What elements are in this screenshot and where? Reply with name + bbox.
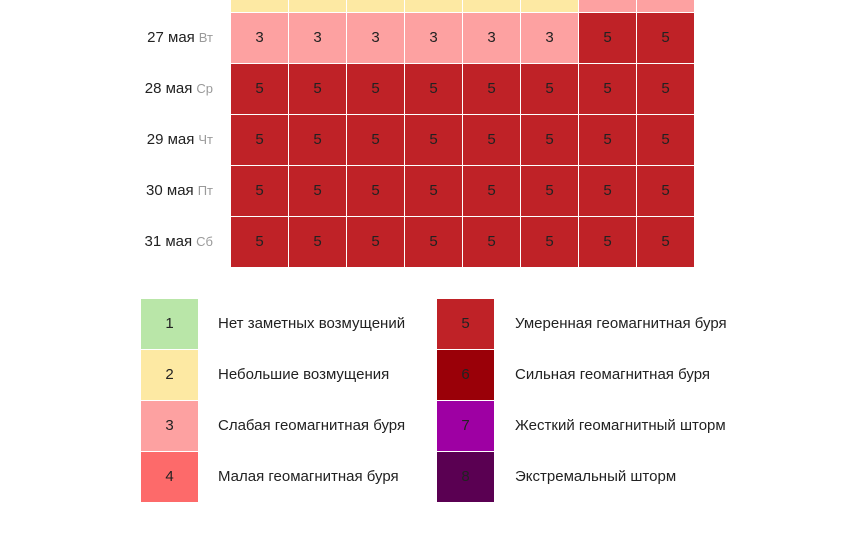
kp-cell: 5 bbox=[405, 166, 462, 216]
row-date: 29 мая Чт bbox=[0, 115, 213, 165]
legend-label: Слабая геомагнитная буря bbox=[218, 417, 406, 434]
legend-label: Нет заметных возмущений bbox=[218, 315, 406, 332]
kp-cell: 5 bbox=[289, 64, 346, 114]
kp-cell: 5 bbox=[289, 166, 346, 216]
kp-cell: 3 bbox=[231, 13, 288, 63]
weekday-label: Пт bbox=[197, 183, 213, 198]
kp-cell bbox=[579, 0, 636, 12]
kp-cell: 5 bbox=[405, 64, 462, 114]
legend-swatch: 6 bbox=[437, 350, 494, 400]
date-label: 28 мая bbox=[144, 80, 193, 97]
kp-cell bbox=[463, 0, 520, 12]
kp-cell: 5 bbox=[347, 217, 404, 267]
kp-cell: 5 bbox=[579, 217, 636, 267]
kp-cell: 5 bbox=[637, 64, 694, 114]
kp-cell: 5 bbox=[231, 64, 288, 114]
kp-cell: 5 bbox=[579, 166, 636, 216]
kp-cell bbox=[231, 0, 288, 12]
kp-cell: 5 bbox=[637, 166, 694, 216]
kp-cell: 5 bbox=[347, 64, 404, 114]
weekday-label: Ср bbox=[196, 81, 213, 96]
row-date: 28 мая Ср bbox=[0, 64, 213, 114]
kp-cell: 3 bbox=[521, 13, 578, 63]
kp-cell: 5 bbox=[521, 64, 578, 114]
row-date: 27 мая Вт bbox=[0, 13, 213, 63]
legend-swatch: 2 bbox=[141, 350, 198, 400]
kp-cell: 5 bbox=[463, 115, 520, 165]
kp-cell: 5 bbox=[637, 217, 694, 267]
legend-swatch: 8 bbox=[437, 452, 494, 502]
legend-label: Жесткий геомагнитный шторм bbox=[515, 417, 726, 434]
kp-cell: 5 bbox=[579, 115, 636, 165]
kp-cell: 5 bbox=[521, 115, 578, 165]
weekday-label: Вт bbox=[198, 30, 213, 45]
kp-cell bbox=[347, 0, 404, 12]
kp-cell: 5 bbox=[637, 115, 694, 165]
kp-cell: 5 bbox=[289, 115, 346, 165]
date-label: 27 мая bbox=[147, 29, 195, 46]
kp-cell: 5 bbox=[579, 64, 636, 114]
kp-cell: 5 bbox=[521, 166, 578, 216]
legend-label: Малая геомагнитная буря bbox=[218, 468, 399, 485]
kp-cell: 5 bbox=[405, 115, 462, 165]
kp-cell: 5 bbox=[231, 115, 288, 165]
kp-cell: 3 bbox=[405, 13, 462, 63]
legend-swatch: 7 bbox=[437, 401, 494, 451]
legend-label: Небольшие возмущения bbox=[218, 366, 390, 383]
date-label: 29 мая bbox=[146, 131, 195, 148]
row-date: 31 мая Сб bbox=[0, 217, 213, 267]
row-date: 30 мая Пт bbox=[0, 166, 213, 216]
kp-cell: 5 bbox=[463, 217, 520, 267]
kp-cell: 5 bbox=[405, 217, 462, 267]
legend-swatch: 5 bbox=[437, 299, 494, 349]
legend-label: Умеренная геомагнитная буря bbox=[515, 315, 727, 332]
weekday-label: Чт bbox=[198, 132, 213, 147]
kp-cell bbox=[637, 0, 694, 12]
kp-cell: 3 bbox=[463, 13, 520, 63]
kp-cell: 5 bbox=[231, 217, 288, 267]
kp-cell: 5 bbox=[231, 166, 288, 216]
kp-cell: 5 bbox=[463, 166, 520, 216]
date-label: 30 мая bbox=[146, 182, 194, 199]
kp-cell: 5 bbox=[637, 13, 694, 63]
legend-swatch: 4 bbox=[141, 452, 198, 502]
kp-cell bbox=[289, 0, 346, 12]
legend-label: Сильная геомагнитная буря bbox=[515, 366, 710, 383]
kp-cell: 5 bbox=[347, 115, 404, 165]
kp-cell: 5 bbox=[289, 217, 346, 267]
legend-label: Экстремальный шторм bbox=[515, 468, 677, 485]
kp-cell: 5 bbox=[347, 166, 404, 216]
kp-cell: 5 bbox=[521, 217, 578, 267]
kp-cell: 5 bbox=[463, 64, 520, 114]
kp-cell bbox=[405, 0, 462, 12]
kp-cell: 3 bbox=[289, 13, 346, 63]
legend-swatch: 1 bbox=[141, 299, 198, 349]
kp-cell: 5 bbox=[579, 13, 636, 63]
kp-cell: 3 bbox=[347, 13, 404, 63]
weekday-label: Сб bbox=[196, 234, 213, 249]
kp-cell bbox=[521, 0, 578, 12]
date-label: 31 мая bbox=[144, 233, 193, 250]
legend-swatch: 3 bbox=[141, 401, 198, 451]
